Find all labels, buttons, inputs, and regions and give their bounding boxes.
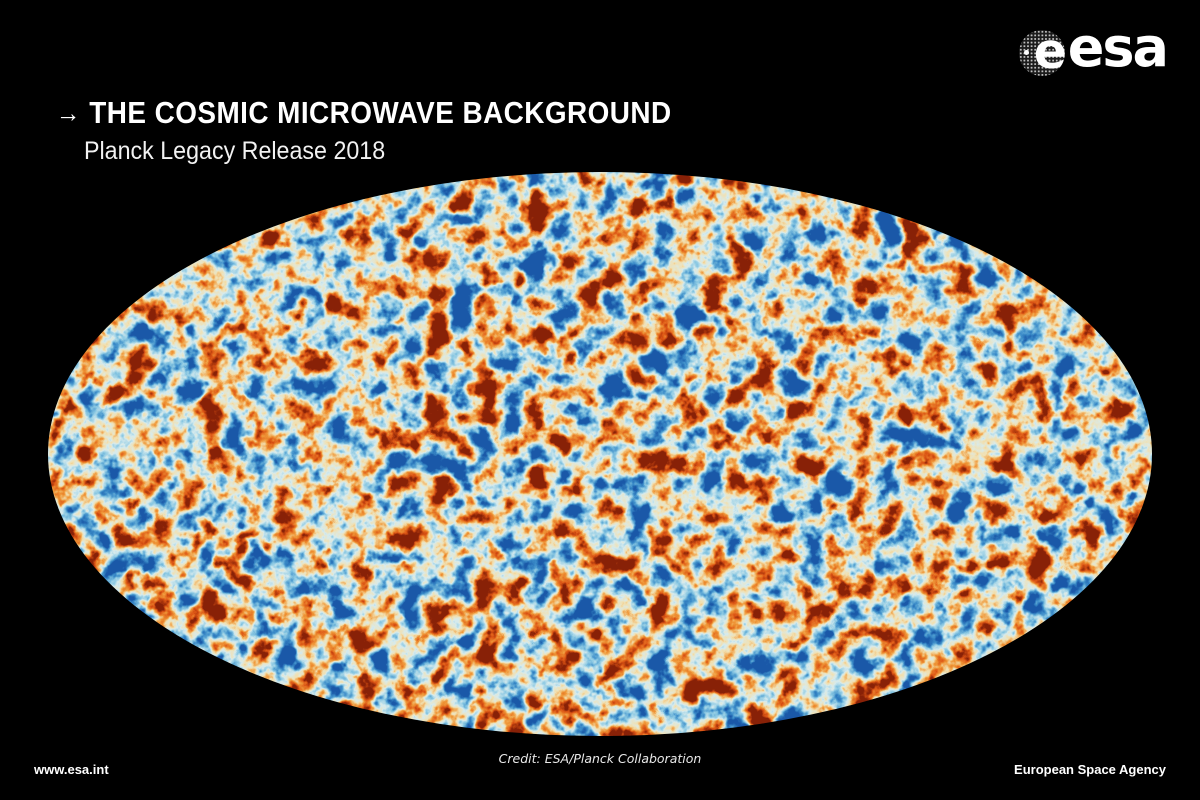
esa-globe-dot (1023, 50, 1029, 55)
header: → THE COSMIC MICROWAVE BACKGROUND Planck… (56, 97, 740, 164)
page-title: THE COSMIC MICROWAVE BACKGROUND (89, 95, 672, 130)
credit-text: Credit: ESA/Planck Collaboration (498, 751, 702, 766)
esa-website-text: www.esa.int (34, 762, 109, 777)
arrow-icon: → (56, 98, 81, 128)
title-row: → THE COSMIC MICROWAVE BACKGROUND (56, 97, 672, 128)
esa-wordmark: esa (1067, 16, 1169, 80)
cmb-ellipse (48, 172, 1152, 736)
page-subtitle: Planck Legacy Release 2018 (84, 137, 386, 165)
agency-name-text: European Space Agency (1014, 762, 1166, 777)
esa-logo: e esa (1018, 21, 1169, 76)
esa-globe-letter: e (1033, 30, 1065, 76)
esa-globe-icon: e (1018, 30, 1065, 76)
